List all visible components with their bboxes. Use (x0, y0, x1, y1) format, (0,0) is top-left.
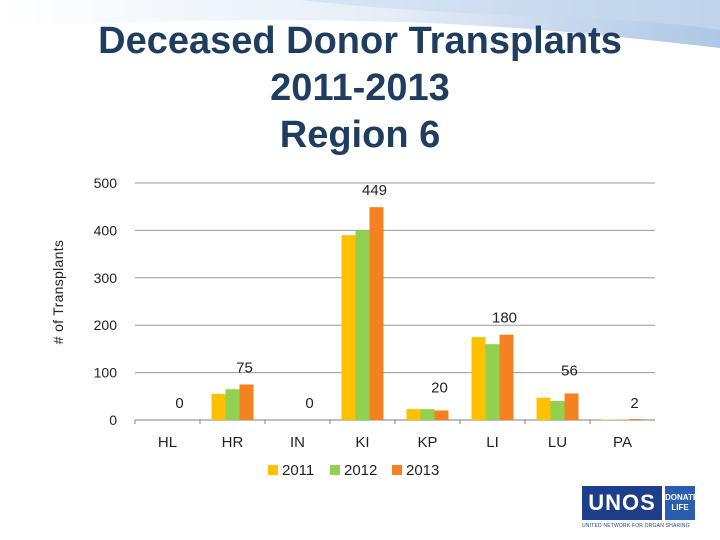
logo-wordmark: UNOS (582, 486, 662, 520)
y-tick-label: 300 (94, 270, 118, 286)
data-label: 0 (175, 395, 183, 412)
x-tick-label: HR (222, 434, 244, 451)
y-tick-label: 400 (94, 222, 118, 238)
bar-2013-pa (629, 419, 644, 420)
bar-2013-kp (434, 410, 449, 420)
header-swoosh-decoration (0, 0, 720, 48)
data-label: 0 (305, 395, 313, 412)
legend-swatch-2012 (330, 465, 340, 475)
bar-2012-li (485, 344, 500, 420)
page-title: Deceased Donor Transplants 2011-2013 Reg… (0, 18, 720, 159)
bar-2012-ki (355, 230, 370, 420)
bar-2011-kp (406, 409, 421, 420)
data-label: 180 (492, 310, 517, 327)
bar-2013-hr (239, 384, 254, 420)
donate-life-badge: DONATE LIFE (665, 486, 698, 520)
bar-2013-lu (564, 393, 579, 420)
data-label: 56 (561, 362, 578, 379)
bar-2012-lu (550, 401, 565, 420)
title-line-1: Deceased Donor Transplants (98, 20, 622, 62)
data-label: 75 (236, 359, 253, 376)
logo-subtitle: UNITED NETWORK FOR ORGAN SHARING (582, 523, 690, 529)
bar-2011-lu (536, 397, 551, 420)
x-tick-label: PA (613, 434, 632, 451)
unos-logo: UNOS DONATE LIFE UNITED NETWORK FOR ORGA… (582, 486, 698, 532)
y-tick-label: 100 (94, 365, 118, 381)
x-tick-label: IN (290, 434, 305, 451)
x-tick-label: KP (417, 434, 437, 451)
bar-2012-kp (420, 409, 435, 420)
y-tick-label: 500 (94, 175, 118, 191)
y-tick-label: 200 (94, 317, 118, 333)
data-label: 2 (630, 395, 638, 412)
bar-2011-hr (211, 393, 226, 420)
y-tick-label: 0 (109, 412, 117, 428)
title-line-2: 2011-2013 (270, 67, 450, 109)
bar-2012-hr (225, 389, 240, 420)
x-tick-label: LU (548, 434, 567, 451)
bar-2013-li (499, 334, 514, 420)
x-tick-label: LI (486, 434, 499, 451)
legend-swatch-2011 (268, 465, 278, 475)
title-line-3: Region 6 (279, 114, 441, 156)
bar-2011-ki (341, 235, 356, 420)
bar-2011-li (471, 337, 486, 420)
legend-label-2011: 2011 (282, 462, 314, 479)
data-label: 20 (431, 380, 448, 397)
legend-swatch-2013 (392, 465, 402, 475)
x-tick-label: HL (158, 434, 177, 451)
data-label: 449 (362, 182, 387, 199)
legend-label-2012: 2012 (344, 462, 377, 479)
bar-2013-ki (369, 207, 384, 420)
x-tick-label: KI (355, 434, 369, 451)
legend-label-2013: 2013 (406, 462, 439, 479)
